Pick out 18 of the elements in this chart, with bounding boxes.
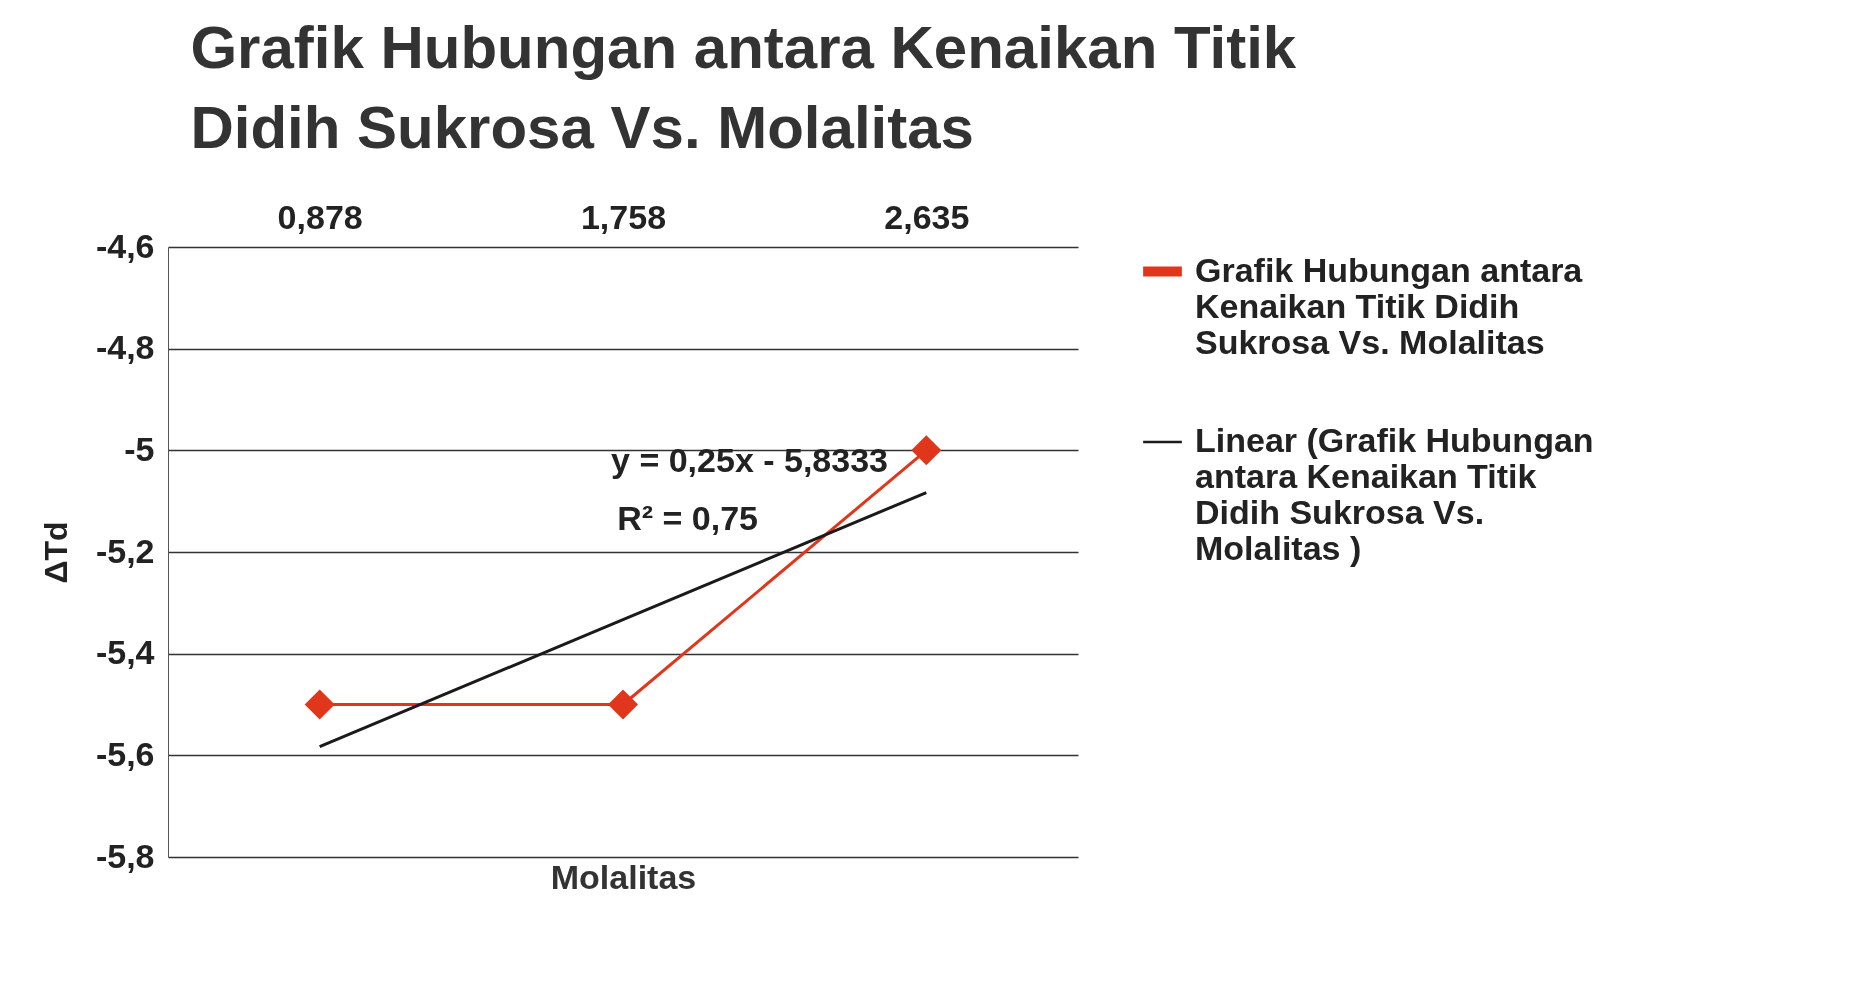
text: Grafik Hubungan antara Kenaikan Titik	[190, 14, 1297, 81]
x-tick-label: 0,878	[277, 197, 363, 236]
y-tick-label: -4,8	[95, 328, 155, 367]
y-tick-label: -5,6	[95, 734, 155, 773]
legend-label: Linear (Grafik Hubungan antara Kenaikan Titik Didih Sukrosa Vs. Molalitas )	[1195, 421, 1594, 567]
y-tick-label: -5,8	[95, 836, 155, 875]
annotation: y = 0,25x - 5,8333	[611, 441, 888, 479]
y-tick-label: -4,6	[95, 226, 155, 265]
x-tick-label: 2,635	[884, 197, 970, 236]
x-tick-label: 1,758	[580, 197, 667, 236]
annotation: R² = 0,75	[617, 499, 758, 537]
x-axis-title: Molalitas	[550, 857, 697, 896]
legend-label: Grafik Hubungan antara Kenaikan Titik Didih Sukrosa Vs. Molalitas	[1195, 250, 1584, 361]
text: Didih Sukrosa Vs. Molalitas	[190, 94, 974, 161]
y-tick-label: -5,4	[95, 633, 155, 672]
y-tick-label: -5,2	[95, 531, 155, 570]
y-axis-title: ΔTd	[37, 521, 74, 584]
y-tick-label: -5	[124, 429, 155, 468]
